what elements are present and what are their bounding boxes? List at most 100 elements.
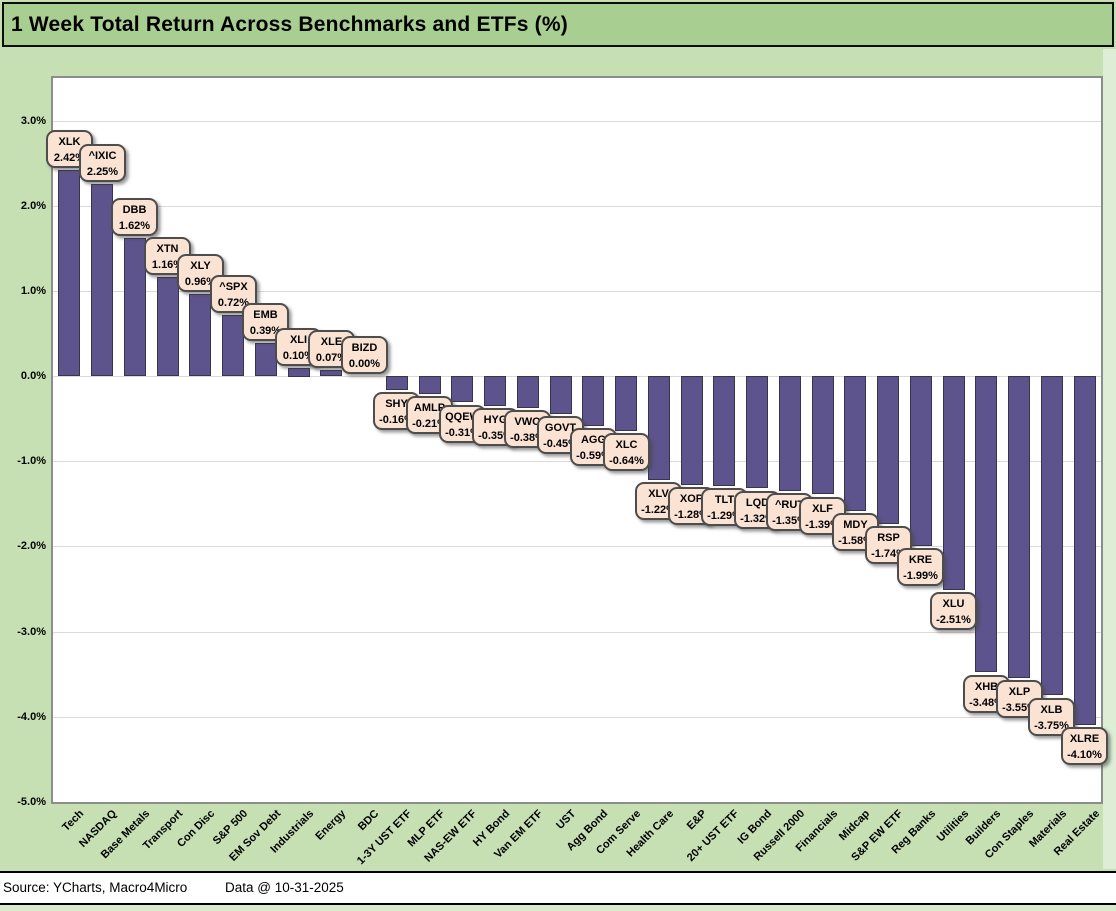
- gridline: [53, 121, 1101, 122]
- data-label-ticker: ^SPX: [219, 281, 248, 293]
- bar: [746, 376, 768, 488]
- data-label-value: -1.22%: [641, 504, 676, 516]
- bar: [517, 376, 539, 408]
- data-label-ticker: XLB: [1040, 704, 1063, 716]
- y-tick-label: 0.0%: [20, 370, 46, 382]
- bar: [320, 370, 342, 376]
- data-label-value: -3.48%: [969, 697, 1004, 709]
- data-label-value: -0.16%: [379, 414, 414, 426]
- data-label: SHY -0.16%: [373, 392, 420, 430]
- data-label-ticker: LQD: [745, 497, 770, 509]
- data-label: XLC -0.64%: [603, 433, 650, 471]
- data-label-ticker: ^IXIC: [88, 150, 117, 162]
- data-label-value: -1.58%: [838, 535, 873, 547]
- bar: [288, 368, 310, 377]
- data-label-ticker: HYG: [483, 414, 508, 426]
- data-label-value: 1.16%: [151, 259, 184, 271]
- data-label-value: -0.45%: [543, 438, 578, 450]
- data-label-ticker: EMB: [253, 309, 278, 321]
- data-label-ticker: TLT: [714, 494, 735, 506]
- data-label-ticker: XLU: [942, 598, 965, 610]
- data-label-ticker: XLV: [648, 488, 669, 500]
- bar: [189, 294, 211, 376]
- bar: [1074, 376, 1096, 725]
- data-label: BIZD 0.00%: [341, 336, 388, 374]
- bar: [157, 277, 179, 376]
- data-label-ticker: XLRE: [1069, 733, 1100, 745]
- bar: [844, 376, 866, 511]
- data-label-value: -0.64%: [609, 455, 644, 467]
- source-bar: Source: YCharts, Macro4Micro Data @ 10-3…: [0, 871, 1116, 905]
- sheet-right-margin: [1103, 49, 1116, 869]
- data-label-value: -1.28%: [674, 509, 709, 521]
- bar: [910, 376, 932, 546]
- bar: [713, 376, 735, 486]
- gridline: [53, 376, 1101, 377]
- data-label-value: 0.72%: [217, 297, 250, 309]
- data-label-ticker: QQEW: [445, 411, 480, 423]
- data-label-value: -4.10%: [1067, 749, 1102, 761]
- bar: [484, 376, 506, 406]
- y-tick-label: -3.0%: [17, 626, 46, 638]
- source-text: Source: YCharts, Macro4Micro: [3, 880, 188, 895]
- bar: [975, 376, 997, 672]
- data-label-ticker: KRE: [908, 554, 933, 566]
- data-label: XLY 0.96%: [177, 254, 224, 292]
- data-label-ticker: ^RUT: [774, 499, 805, 511]
- data-label-value: -0.38%: [510, 432, 545, 444]
- data-label: AMLP -0.21%: [406, 396, 453, 434]
- data-label-value: -1.35%: [772, 515, 807, 527]
- chart-title-bar: 1 Week Total Return Across Benchmarks an…: [2, 2, 1114, 47]
- gridline: [53, 206, 1101, 207]
- data-label-ticker: XLK: [58, 136, 81, 148]
- bar: [451, 376, 473, 402]
- data-label-value: 0.10%: [282, 350, 315, 362]
- data-label-ticker: SHY: [385, 398, 408, 410]
- data-label-ticker: XHB: [974, 681, 999, 693]
- data-label-ticker: XLI: [289, 334, 308, 346]
- sheet-bottom-margin: [0, 905, 1116, 911]
- y-tick-label: 2.0%: [20, 200, 46, 212]
- bar: [255, 343, 277, 376]
- bar: [943, 376, 965, 590]
- data-label-ticker: XTN: [156, 243, 179, 255]
- bar: [877, 376, 899, 524]
- bar: [779, 376, 801, 491]
- data-label-ticker: XLY: [190, 260, 211, 272]
- data-label-value: 1.62%: [118, 220, 151, 232]
- data-label: ^SPX 0.72%: [210, 275, 257, 313]
- data-label-value: 0.96%: [184, 276, 217, 288]
- gridline: [53, 717, 1101, 718]
- bar: [58, 170, 80, 376]
- data-label-ticker: XLF: [812, 503, 833, 515]
- data-label-ticker: BIZD: [351, 342, 378, 354]
- data-label-ticker: GOVT: [544, 422, 577, 434]
- data-label-value: 0.07%: [315, 352, 348, 364]
- data-label-ticker: MDY: [843, 519, 868, 531]
- data-label-ticker: AGG: [580, 434, 607, 446]
- bar: [681, 376, 703, 485]
- bar: [812, 376, 834, 494]
- data-label-ticker: RSP: [877, 532, 900, 544]
- data-label-value: -1.39%: [805, 519, 840, 531]
- data-label-ticker: AMLP: [413, 402, 446, 414]
- gridline: [53, 632, 1101, 633]
- bar: [386, 376, 408, 390]
- bar: [550, 376, 572, 414]
- data-label-value: -1.29%: [707, 510, 742, 522]
- data-label-ticker: XOP: [679, 493, 704, 505]
- data-label-value: 0.39%: [249, 325, 282, 337]
- data-label-value: 2.42%: [53, 152, 86, 164]
- data-label-ticker: XLP: [1008, 686, 1031, 698]
- bar: [1008, 376, 1030, 678]
- chart-title: 1 Week Total Return Across Benchmarks an…: [11, 12, 568, 36]
- y-tick-label: -1.0%: [17, 455, 46, 467]
- bar: [222, 315, 244, 376]
- bar: [648, 376, 670, 480]
- bar: [124, 238, 146, 376]
- data-label: XHB -3.48%: [963, 675, 1010, 713]
- data-label-ticker: DBB: [122, 204, 147, 216]
- data-label-value: 0.00%: [348, 358, 381, 370]
- bar: [615, 376, 637, 431]
- gridline: [53, 291, 1101, 292]
